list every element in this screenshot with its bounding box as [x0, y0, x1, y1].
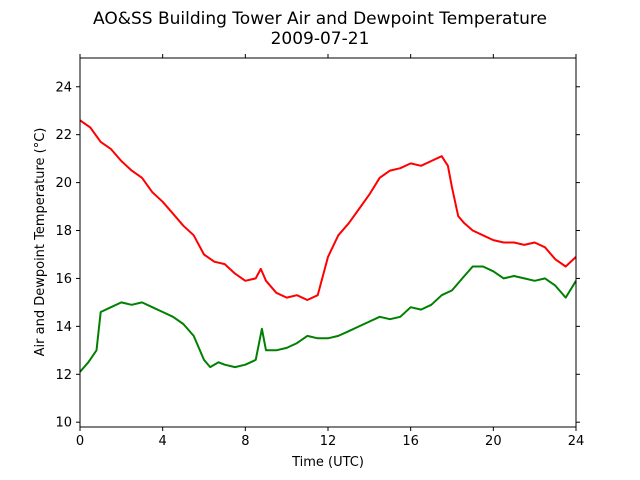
y-tick-label: 20 — [55, 176, 72, 191]
y-tick-label: 18 — [55, 224, 72, 239]
y-tick-label: 10 — [55, 416, 72, 431]
x-tick-label: 0 — [76, 434, 84, 449]
series-line-1 — [79, 119, 577, 301]
x-tick-label: 8 — [241, 434, 249, 449]
x-axis-label: Time (UTC) — [291, 455, 364, 470]
chart-subtitle: 2009-07-21 — [271, 29, 370, 49]
plot-frame — [79, 57, 577, 428]
y-tick-label: 14 — [55, 320, 72, 335]
y-axis-label: Air and Dewpoint Temperature (°C) — [33, 128, 48, 357]
x-tick-label: 16 — [402, 434, 419, 449]
series-layer — [79, 119, 577, 373]
x-tick-label: 4 — [159, 434, 167, 449]
x-tick-label: 12 — [320, 434, 337, 449]
y-tick-label: 22 — [55, 128, 72, 143]
y-tick-label: 24 — [55, 80, 72, 95]
x-tick-label: 24 — [568, 434, 585, 449]
y-tick-label: 12 — [55, 368, 72, 383]
chart-title: AO&SS Building Tower Air and Dewpoint Te… — [93, 9, 547, 29]
x-tick-label: 20 — [485, 434, 502, 449]
y-tick-label: 16 — [55, 272, 72, 287]
ticks-layer: 0 4 8 12 16 20 24 10 12 14 16 18 20 22 24 — [55, 54, 584, 449]
series-line-2 — [79, 265, 577, 373]
